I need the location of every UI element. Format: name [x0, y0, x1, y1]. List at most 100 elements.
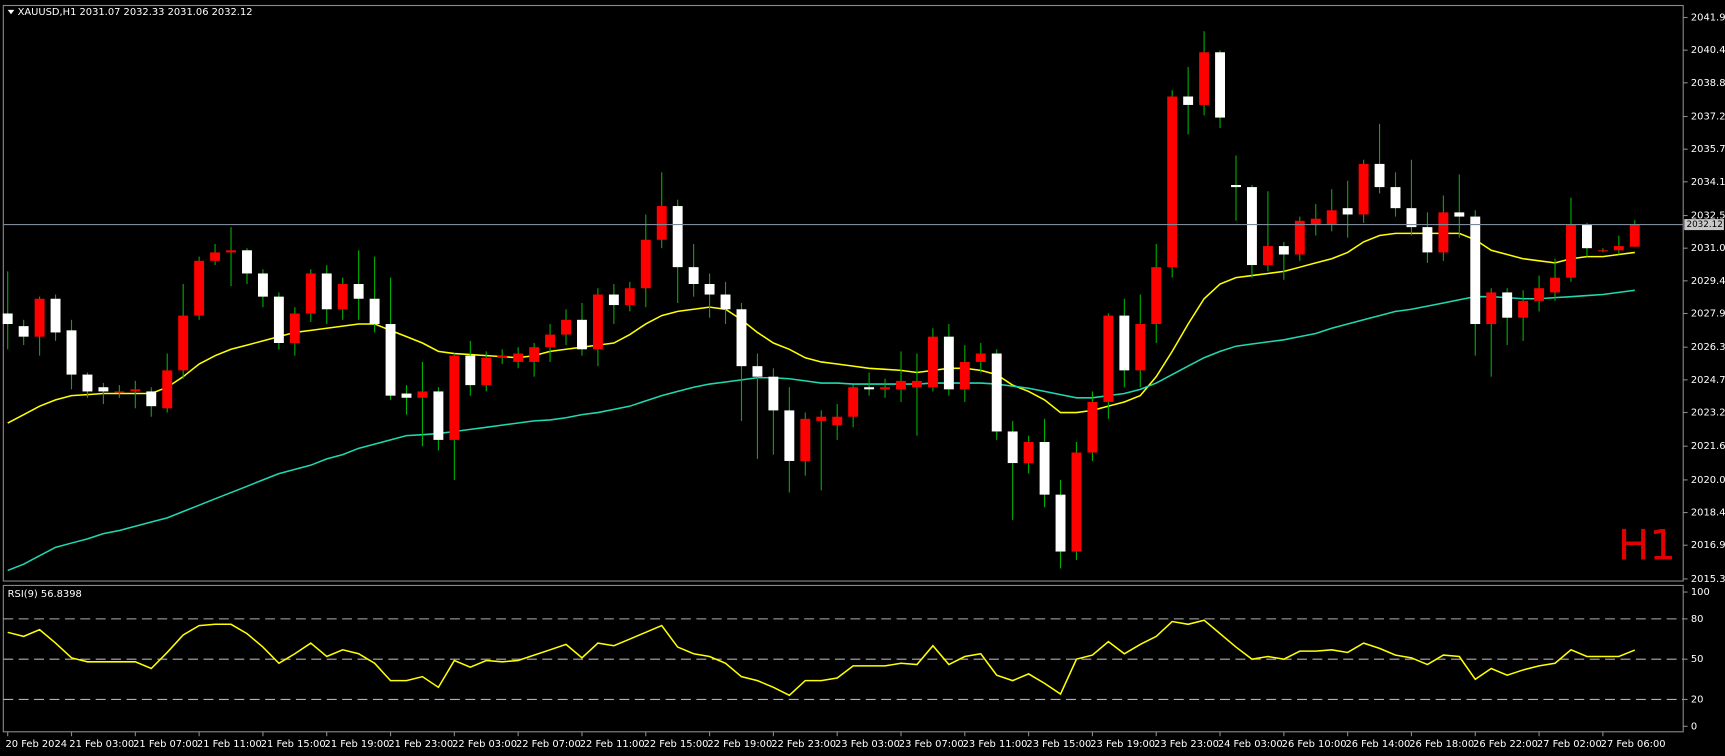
- candle-body: [1502, 292, 1513, 318]
- current-price-box: [1684, 219, 1724, 231]
- candle-body: [465, 355, 476, 386]
- candle-body: [1581, 225, 1592, 249]
- main-panel-border: [2, 4, 1684, 582]
- candle-body: [1438, 212, 1449, 253]
- x-tick-label: 26 Feb 10:00: [1282, 739, 1347, 750]
- x-tick-label: 22 Feb 03:00: [452, 739, 517, 750]
- y-tick-label: 2041.95: [1691, 13, 1725, 24]
- x-tick-label: 21 Feb 15:00: [261, 739, 326, 750]
- candle-body: [864, 387, 875, 390]
- y-tick-label: 2024.75: [1691, 375, 1725, 386]
- candle-body: [1629, 224, 1640, 247]
- candle-body: [736, 309, 747, 367]
- candle-body: [210, 252, 221, 261]
- candle-body: [880, 387, 891, 390]
- candle-body: [1215, 52, 1225, 118]
- candle-body: [82, 374, 93, 392]
- y-tick-label: 2029.45: [1691, 276, 1725, 287]
- candle-body: [1406, 208, 1417, 228]
- candle-body: [178, 315, 189, 371]
- candle-body: [1023, 441, 1034, 464]
- x-tick-label: 22 Feb 11:00: [580, 739, 645, 750]
- candle-body: [1119, 315, 1130, 371]
- candle-body: [130, 389, 141, 392]
- y-tick-label: 80: [1691, 614, 1704, 625]
- candle-body: [289, 313, 300, 343]
- x-tick-label: 22 Feb 15:00: [644, 739, 709, 750]
- y-tick-label: 100: [1691, 587, 1710, 598]
- y-tick-label: 2020.00: [1691, 475, 1725, 486]
- x-tick-label: 22 Feb 19:00: [707, 739, 772, 750]
- candle-body: [1374, 163, 1385, 188]
- candle-body: [688, 267, 699, 284]
- candle-body: [1613, 246, 1624, 251]
- x-tick-label: 23 Feb 03:00: [835, 739, 900, 750]
- candle-body: [401, 393, 412, 398]
- candle-body: [162, 370, 173, 409]
- candle-body: [1390, 187, 1401, 209]
- candle-body: [768, 376, 779, 411]
- candle-body: [1486, 292, 1497, 325]
- candle-body: [1454, 212, 1465, 217]
- candle-body: [1358, 163, 1369, 215]
- candle-body: [832, 416, 843, 426]
- candle-body: [1055, 494, 1066, 552]
- candle-body: [273, 296, 284, 343]
- candle-body: [497, 355, 508, 358]
- candle-body: [1342, 208, 1353, 215]
- candle-body: [1103, 315, 1114, 402]
- candle-body: [1310, 218, 1321, 226]
- x-tick-label: 21 Feb 11:00: [197, 739, 262, 750]
- candle-body: [592, 294, 603, 350]
- x-tick-label: 24 Feb 03:00: [1218, 739, 1283, 750]
- candle-body: [1183, 96, 1194, 105]
- candle-body: [34, 298, 45, 337]
- candle-body: [1278, 246, 1289, 255]
- x-tick-label: 27 Feb 02:00: [1537, 739, 1602, 750]
- candle-body: [1566, 225, 1576, 278]
- x-tick-label: 22 Feb 07:00: [516, 739, 581, 750]
- candle-body: [656, 206, 667, 240]
- y-tick-label: 0: [1691, 721, 1697, 732]
- x-tick-label: 20 Feb 2024: [6, 739, 68, 750]
- candle-body: [194, 260, 205, 316]
- candle-body: [1039, 441, 1050, 495]
- y-tick-label: 2040.40: [1691, 45, 1725, 56]
- candle-body: [1326, 210, 1337, 226]
- candle-body: [1518, 300, 1529, 318]
- candle-body: [433, 391, 444, 440]
- x-tick-label: 23 Feb 15:00: [1026, 739, 1091, 750]
- candle-body: [1294, 220, 1305, 255]
- y-tick-label: 2038.85: [1691, 78, 1725, 89]
- candle-body: [417, 391, 428, 398]
- rsi-line: [7, 619, 1636, 697]
- candle-body: [305, 273, 316, 314]
- candle-body: [608, 294, 619, 306]
- symbol-menu-arrow: [7, 9, 15, 15]
- candle-body: [114, 391, 125, 393]
- candle-body: [1199, 52, 1210, 105]
- candle-body: [1534, 288, 1545, 301]
- candle-body: [1550, 277, 1560, 293]
- candle-body: [257, 273, 268, 297]
- y-tick-label: 2026.30: [1691, 342, 1725, 353]
- y-tick-label: 50: [1691, 654, 1704, 665]
- x-tick-label: 23 Feb 11:00: [963, 739, 1028, 750]
- y-tick-label: 2016.90: [1691, 540, 1725, 551]
- candle-body: [1151, 267, 1162, 325]
- candle-body: [1422, 227, 1433, 253]
- candle-body: [50, 298, 61, 333]
- y-tick-label: 2032.55: [1691, 211, 1725, 222]
- candle-body: [529, 347, 540, 362]
- y-tick-label: 2027.90: [1691, 308, 1725, 319]
- candle-body: [800, 418, 811, 461]
- candle-body: [513, 353, 524, 362]
- x-tick-label: 26 Feb 18:00: [1409, 739, 1474, 750]
- candle-body: [1007, 431, 1018, 464]
- candle-body: [816, 416, 827, 421]
- x-tick-label: 26 Feb 14:00: [1345, 739, 1410, 750]
- candle-body: [481, 357, 492, 386]
- y-tick-label: 2023.20: [1691, 408, 1725, 419]
